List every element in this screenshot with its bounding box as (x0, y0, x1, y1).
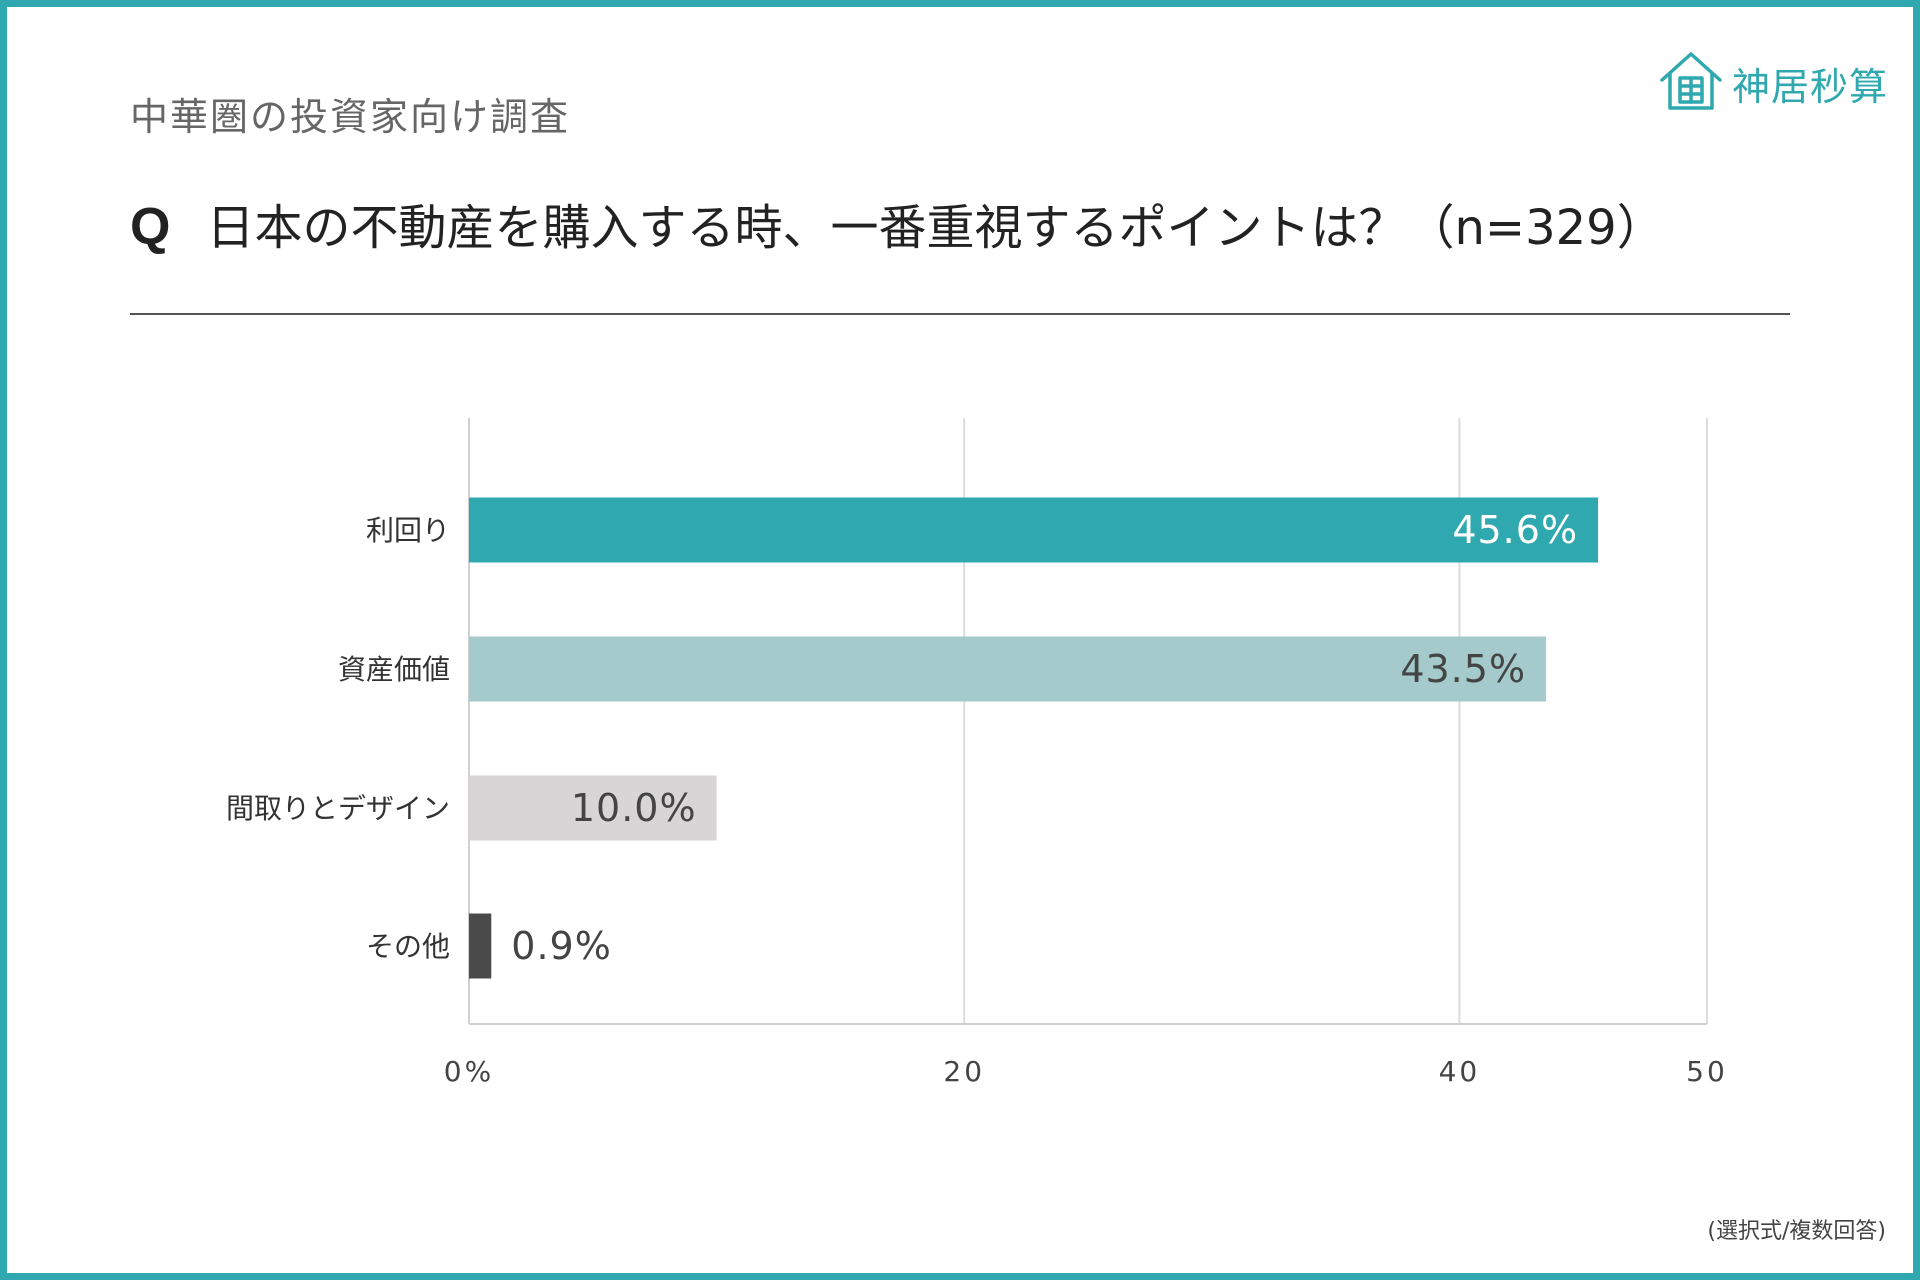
header-divider (130, 313, 1790, 315)
house-grid-icon (1658, 48, 1724, 118)
value-label: 43.5% (1400, 647, 1526, 691)
category-label: その他 (366, 930, 450, 963)
bar-4 (469, 913, 492, 979)
value-label: 0.9% (511, 924, 612, 968)
survey-subtitle: 中華圏の投資家向け調査 (130, 95, 571, 139)
bar-1 (469, 497, 1599, 563)
question-marker: Q (130, 198, 171, 256)
bar-2 (469, 636, 1547, 702)
bar-3 (469, 775, 717, 841)
footnote: (選択式/複数回答) (1707, 1219, 1886, 1244)
brand-logo-text: 神居秒算 (1732, 64, 1889, 109)
x-tick-label: 20 (943, 1055, 985, 1088)
brand-logo: 神居秒算 (1658, 46, 1888, 120)
value-label: 10.0% (571, 786, 697, 830)
x-tick-label: 50 (1686, 1055, 1728, 1088)
question-text: 日本の不動産を購入する時、一番重視するポイントは？（n=329） (206, 200, 1665, 256)
x-tick-label: 40 (1439, 1055, 1481, 1088)
value-label: 45.6% (1452, 508, 1578, 552)
category-label: 利回り (366, 514, 450, 547)
question-title: Q 日本の不動産を購入する時、一番重視するポイントは？（n=329） (130, 188, 1665, 258)
x-tick-label: 0% (444, 1055, 494, 1088)
category-label: 資産価値 (338, 653, 450, 686)
category-label: 間取りとデザイン (226, 792, 450, 825)
